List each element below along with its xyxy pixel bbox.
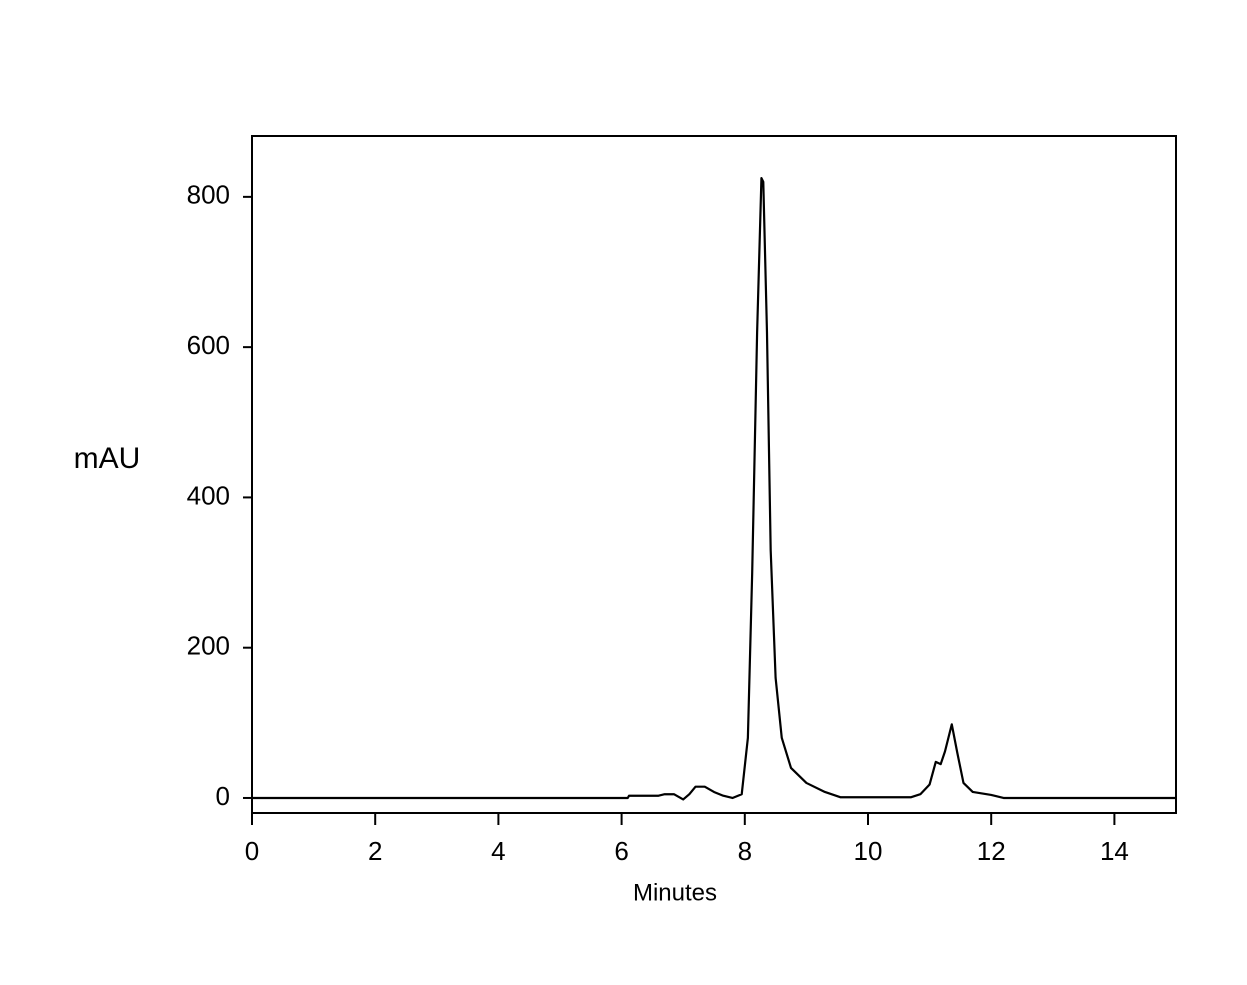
plot-frame: [251, 135, 1177, 814]
y-tick-label: 0: [216, 781, 230, 811]
x-axis-label: Minutes: [633, 879, 717, 906]
x-tick-label: 12: [977, 836, 1006, 866]
y-tick-label: 600: [187, 330, 230, 360]
x-tick-label: 14: [1100, 836, 1129, 866]
y-tick-label: 200: [187, 631, 230, 661]
y-tick-label: 400: [187, 480, 230, 510]
x-tick-label: 4: [491, 836, 505, 866]
data-line: [252, 176, 1176, 801]
x-tick-label: 10: [854, 836, 883, 866]
y-axis-label: mAU: [74, 442, 141, 475]
x-tick-label: 6: [614, 836, 628, 866]
x-tick-label: 8: [738, 836, 752, 866]
y-tick-label: 800: [187, 180, 230, 210]
x-tick-label: 2: [368, 836, 382, 866]
x-tick-label: 0: [245, 836, 259, 866]
